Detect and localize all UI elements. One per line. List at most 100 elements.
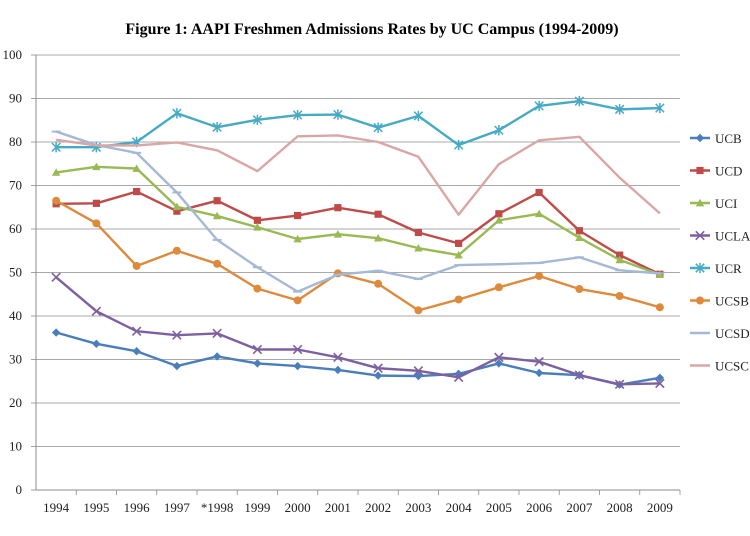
data-point: [373, 122, 383, 133]
data-point: [534, 368, 544, 378]
data-point: [172, 246, 181, 255]
data-point: [655, 378, 665, 389]
data-point: [91, 306, 102, 316]
data-point: [51, 328, 61, 337]
x-tick-label: 2006: [526, 500, 553, 515]
data-point: [574, 370, 585, 380]
series-line: [55, 331, 661, 386]
data-point: [453, 372, 464, 383]
data-point: [51, 168, 61, 176]
data-point: [172, 361, 182, 371]
legend-entry: UCSB: [690, 294, 749, 309]
legend-label: UCD: [715, 164, 742, 179]
x-tick-label: 1997: [164, 500, 191, 515]
data-point: [212, 352, 222, 361]
y-tick-label: 40: [9, 308, 22, 323]
series-line: [55, 130, 660, 293]
x-tick-label: *1998: [201, 500, 234, 515]
legend: UCB UCD UCI UCLA UCR UCSB UCSD UCSC: [690, 131, 750, 374]
data-point: [454, 250, 463, 259]
data-point: [695, 133, 705, 143]
data-point: [534, 356, 544, 367]
data-point: [253, 216, 261, 224]
data-point: [575, 227, 583, 235]
data-point: [414, 243, 423, 252]
data-point: [252, 114, 263, 126]
data-point: [133, 187, 141, 196]
data-point: [92, 199, 100, 207]
gridlines: [36, 54, 680, 447]
x-tick-label: 2001: [325, 500, 351, 515]
data-point: [333, 352, 343, 363]
x-tick-label: 2007: [566, 500, 593, 515]
data-point: [695, 230, 705, 241]
y-tick-label: 90: [9, 91, 22, 106]
data-point: [334, 204, 342, 212]
data-point: [173, 207, 181, 215]
data-point: [293, 361, 302, 371]
data-point: [333, 230, 343, 238]
legend-entry: UCI: [690, 196, 737, 211]
data-point: [535, 271, 544, 280]
y-tick-label: 70: [9, 178, 22, 193]
data-point: [414, 228, 422, 237]
data-point: [535, 188, 543, 197]
data-point: [92, 219, 101, 228]
x-tick-label: 2005: [486, 500, 512, 515]
series-group: [51, 95, 665, 390]
legend-label: UCSD: [715, 326, 750, 341]
series-ucla: [51, 272, 665, 390]
data-point: [373, 233, 383, 242]
x-tick-label: 2008: [607, 500, 633, 515]
legend-entry: UCSD: [690, 326, 750, 341]
data-point: [51, 272, 61, 283]
x-tick-label: 1996: [124, 500, 151, 515]
y-tick-label: 80: [9, 134, 22, 149]
series-ucsb: [52, 196, 664, 315]
series-ucb: [51, 328, 665, 389]
legend-label: UCR: [715, 261, 742, 276]
data-point: [695, 262, 705, 274]
series-line: [56, 190, 661, 276]
data-point: [213, 259, 222, 268]
data-point: [374, 279, 383, 288]
x-tick-label: 2004: [446, 500, 473, 515]
data-point: [455, 239, 463, 247]
data-point: [655, 102, 665, 114]
data-point: [616, 251, 624, 259]
data-point: [614, 379, 625, 390]
series-uci: [51, 162, 665, 279]
legend-entry: UCR: [690, 261, 742, 276]
series-line: [55, 276, 660, 386]
y-tick-label: 20: [9, 395, 22, 410]
data-point: [414, 306, 423, 315]
data-point: [494, 359, 504, 368]
data-point: [172, 108, 182, 119]
data-point: [253, 359, 262, 368]
series-line: [55, 199, 661, 312]
data-point: [294, 211, 302, 220]
data-point: [494, 216, 504, 224]
data-point: [534, 209, 544, 218]
series-line: [56, 99, 660, 149]
data-point: [292, 109, 303, 121]
data-point: [172, 330, 182, 340]
x-tick-label: 1999: [244, 500, 270, 515]
data-point: [494, 352, 504, 363]
data-point: [695, 198, 705, 207]
data-point: [614, 104, 625, 115]
data-point: [253, 223, 262, 231]
data-point: [132, 164, 141, 172]
data-point: [132, 347, 141, 356]
series-line: [55, 165, 661, 276]
data-point: [574, 95, 585, 107]
y-tick-label: 50: [9, 265, 22, 280]
data-point: [92, 162, 101, 171]
chart-title: Figure 1: AAPI Freshmen Admissions Rates…: [125, 21, 618, 38]
legend-entry: UCD: [690, 164, 742, 179]
legend-entry: UCB: [690, 131, 742, 146]
x-tick-label: 2002: [365, 500, 391, 515]
x-tick-label: 2000: [285, 500, 311, 515]
data-point: [131, 326, 142, 336]
